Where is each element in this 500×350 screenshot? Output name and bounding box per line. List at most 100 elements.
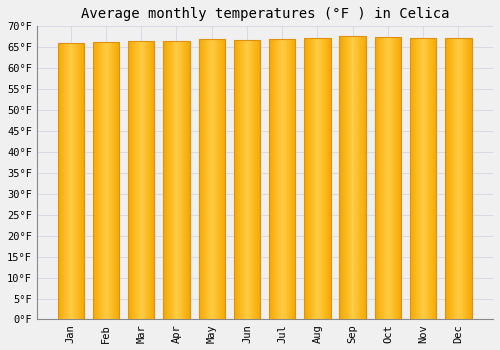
Bar (341, 36, 342, 320)
Bar (220, 39, 221, 320)
Bar (116, 42, 117, 320)
Bar (364, 36, 365, 320)
Bar (294, 39, 295, 320)
Bar (420, 37, 421, 320)
Bar (108, 42, 109, 320)
Bar (109, 42, 110, 320)
Bar (447, 37, 448, 320)
Bar (356, 36, 357, 320)
Bar (149, 41, 150, 320)
Bar (361, 36, 362, 320)
Bar (454, 37, 456, 320)
Bar (188, 41, 189, 320)
Bar (136, 41, 137, 320)
Bar (189, 41, 190, 320)
Bar (313, 37, 314, 320)
Bar (130, 41, 132, 320)
Bar (145, 41, 146, 320)
Bar (446, 37, 447, 320)
Bar (284, 39, 286, 320)
Bar (290, 39, 292, 320)
Bar (177, 41, 178, 320)
Bar (416, 37, 418, 320)
Bar (326, 37, 328, 320)
Bar (237, 40, 238, 320)
Bar (235, 40, 236, 320)
Bar (419, 37, 420, 320)
Bar (225, 39, 226, 320)
Bar (212, 39, 214, 320)
Bar (252, 40, 254, 320)
Bar (139, 41, 140, 320)
Bar (257, 40, 258, 320)
Bar (241, 40, 242, 320)
Bar (179, 41, 180, 320)
Bar (426, 37, 427, 320)
Bar (283, 39, 284, 320)
Bar (202, 39, 203, 320)
Bar (150, 41, 151, 320)
Bar (164, 41, 166, 320)
Bar (74, 43, 75, 320)
Bar (219, 39, 220, 320)
Bar (234, 40, 260, 320)
Bar (250, 40, 252, 320)
Bar (362, 36, 363, 320)
Bar (117, 42, 118, 320)
Bar (73, 43, 74, 320)
Bar (200, 39, 201, 320)
Bar (458, 37, 460, 320)
Bar (270, 39, 271, 320)
Bar (450, 37, 452, 320)
Bar (386, 37, 387, 320)
Bar (148, 41, 149, 320)
Bar (132, 41, 133, 320)
Bar (79, 43, 80, 320)
Bar (199, 39, 200, 320)
Bar (412, 37, 414, 320)
Bar (180, 41, 181, 320)
Bar (72, 43, 73, 320)
Bar (153, 41, 154, 320)
Bar (255, 40, 256, 320)
Bar (401, 37, 402, 320)
Bar (95, 42, 96, 320)
Bar (433, 37, 434, 320)
Bar (58, 43, 59, 320)
Bar (214, 39, 215, 320)
Bar (198, 39, 199, 320)
Bar (352, 36, 353, 320)
Bar (311, 37, 312, 320)
Bar (269, 39, 270, 320)
Bar (321, 37, 322, 320)
Bar (260, 40, 261, 320)
Bar (319, 37, 320, 320)
Bar (62, 43, 63, 320)
Bar (114, 42, 115, 320)
Bar (258, 40, 259, 320)
Bar (395, 37, 396, 320)
Bar (244, 40, 246, 320)
Bar (304, 37, 330, 320)
Bar (63, 43, 64, 320)
Bar (389, 37, 390, 320)
Bar (340, 36, 341, 320)
Bar (224, 39, 225, 320)
Bar (324, 37, 326, 320)
Bar (349, 36, 350, 320)
Bar (59, 43, 60, 320)
Bar (248, 40, 250, 320)
Bar (434, 37, 435, 320)
Bar (307, 37, 308, 320)
Bar (353, 36, 354, 320)
Bar (273, 39, 274, 320)
Bar (397, 37, 398, 320)
Bar (141, 41, 142, 320)
Bar (282, 39, 283, 320)
Bar (242, 40, 244, 320)
Bar (280, 39, 281, 320)
Bar (466, 37, 467, 320)
Bar (128, 41, 130, 320)
Bar (469, 37, 470, 320)
Bar (176, 41, 177, 320)
